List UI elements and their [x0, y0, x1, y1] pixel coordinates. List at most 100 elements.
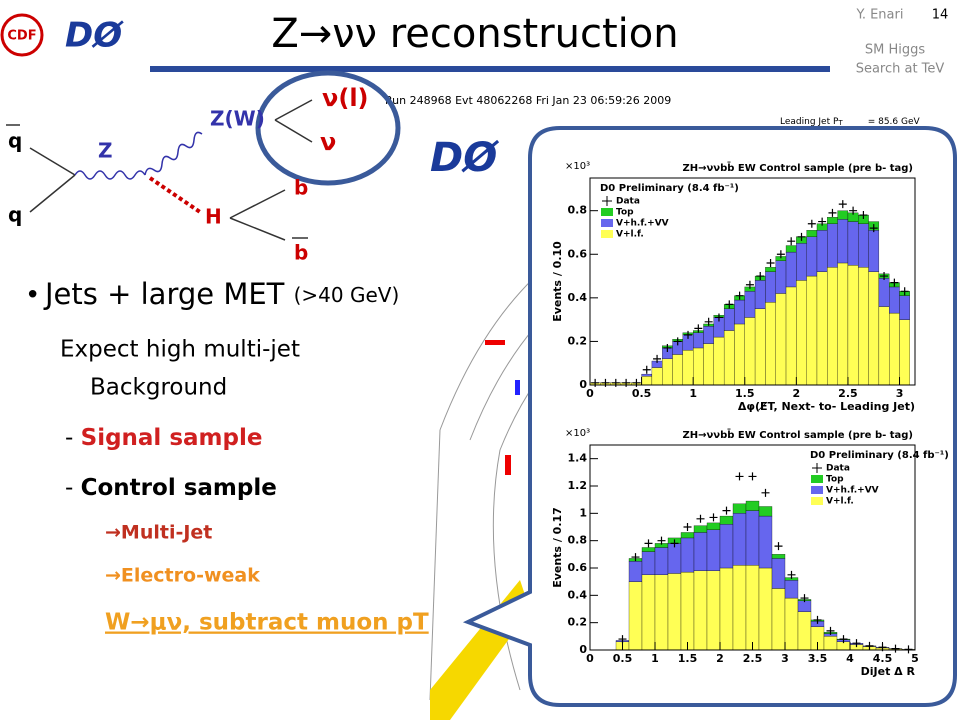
y-axis-label: Events / 0.10 [551, 241, 564, 322]
hist-bar [673, 354, 683, 385]
y-tick-label: 1.2 [568, 479, 588, 492]
x-tick-label: 5 [911, 652, 919, 665]
jet-sub: T [837, 119, 843, 127]
hist-bar [765, 302, 775, 385]
hist-bar [703, 344, 713, 385]
y-tick-label: 0.8 [568, 204, 588, 217]
y-tick-label: 0.2 [568, 334, 588, 347]
y-tick-label: 0.8 [568, 534, 588, 547]
quark: q [8, 203, 22, 227]
legend-swatch [811, 497, 823, 505]
event-name: SM Higgs [865, 43, 925, 58]
hist-bar [746, 565, 759, 650]
x-axis-label: DiJet Δ R [861, 665, 916, 678]
y-tick-label: 0.2 [568, 616, 588, 629]
author: Y. Enari [856, 8, 904, 23]
hist-bar [807, 230, 817, 237]
hist-bar [759, 507, 772, 517]
cdf-logo: CDF [7, 29, 36, 44]
hist-bar [681, 538, 694, 572]
hist-bar [746, 501, 759, 511]
hist-bar [824, 636, 837, 650]
hist-bar [785, 598, 798, 650]
hist-bar [817, 230, 827, 271]
x-tick-label: 1 [651, 652, 659, 665]
hist-bar [724, 309, 734, 331]
legend-swatch [811, 486, 823, 494]
y-tick-label: 1 [579, 506, 587, 519]
hist-bar [889, 287, 899, 313]
x-tick-label: 3 [781, 652, 789, 665]
hist-bar [642, 575, 655, 650]
hist-bar [734, 300, 744, 324]
hist-bar [817, 272, 827, 385]
hist-bar [858, 267, 868, 385]
hist-bar [786, 252, 796, 287]
sub-item: →Electro-weak [105, 565, 260, 587]
legend-swatch [601, 219, 613, 227]
fermion-line [30, 148, 75, 175]
hist-bar [765, 272, 775, 303]
dash: - [65, 425, 81, 451]
x-tick-label: 1 [689, 387, 697, 400]
hist-bar [693, 348, 703, 385]
hist-bar [746, 511, 759, 566]
legend-label: V+h.f.+VV [826, 486, 879, 496]
hist-bar [642, 548, 655, 552]
hist-bar [755, 280, 765, 308]
hist-bar [786, 246, 796, 253]
legend-label: Top [616, 208, 634, 218]
hist-bar [772, 558, 785, 588]
x-tick-label: 1.5 [735, 387, 755, 400]
hist-bar [694, 532, 707, 570]
y-tick-label: 1.4 [568, 452, 588, 465]
boson [75, 171, 145, 179]
hist-bar [838, 211, 848, 220]
text-line: Background [90, 375, 227, 401]
sub-item: →Multi-Jet [105, 522, 212, 544]
hit [515, 380, 520, 395]
bullet-main: Jets + large MET [43, 277, 285, 311]
hist-bar [827, 267, 837, 385]
fermion-line [30, 175, 75, 212]
hist-bar [869, 272, 879, 385]
bullet-dot: • [25, 281, 40, 311]
fermion-line [230, 190, 285, 218]
x-tick-label: 2 [716, 652, 724, 665]
hist-bar [745, 291, 755, 317]
hist-bar [668, 543, 681, 573]
hist-bar [807, 276, 817, 385]
x-tick-label: 4.5 [873, 652, 893, 665]
hist-bar [772, 554, 785, 558]
bquark: b [294, 241, 308, 265]
bullet: Jets + large MET (>40 GeV) [43, 277, 399, 311]
boson-label: Z(W) [210, 107, 265, 131]
hist-bar [694, 526, 707, 533]
hist-bar [642, 552, 655, 575]
hist-bar [848, 222, 858, 266]
chart-title: ZH→ννbb̄ EW Control sample (pre b- tag) [682, 161, 913, 174]
hist-bar [668, 573, 681, 650]
hist-bar [786, 287, 796, 385]
dash: - [65, 475, 81, 501]
text-line: - Control sample [65, 475, 277, 501]
hist-bar [879, 307, 889, 385]
quark: q [8, 129, 22, 153]
event-name: Search at TeV [856, 62, 945, 77]
d0-logo: DØ [430, 135, 499, 181]
d0-logo: DØ [65, 16, 124, 56]
hist-bar [655, 575, 668, 650]
hist-bar [759, 568, 772, 650]
x-tick-label: 0 [586, 652, 594, 665]
x-tick-label: 3 [896, 387, 904, 400]
hist-bar [714, 337, 724, 385]
x-tick-label: 2.5 [743, 652, 763, 665]
hist-bar [707, 571, 720, 650]
hist-bar [703, 326, 713, 343]
jet-label: Leading Jet PT= 85.6 GeV [780, 117, 921, 128]
hist-bar [776, 293, 786, 385]
hist-bar [707, 523, 720, 530]
x-tick-label: 4 [846, 652, 854, 665]
hist-bar [694, 571, 707, 650]
